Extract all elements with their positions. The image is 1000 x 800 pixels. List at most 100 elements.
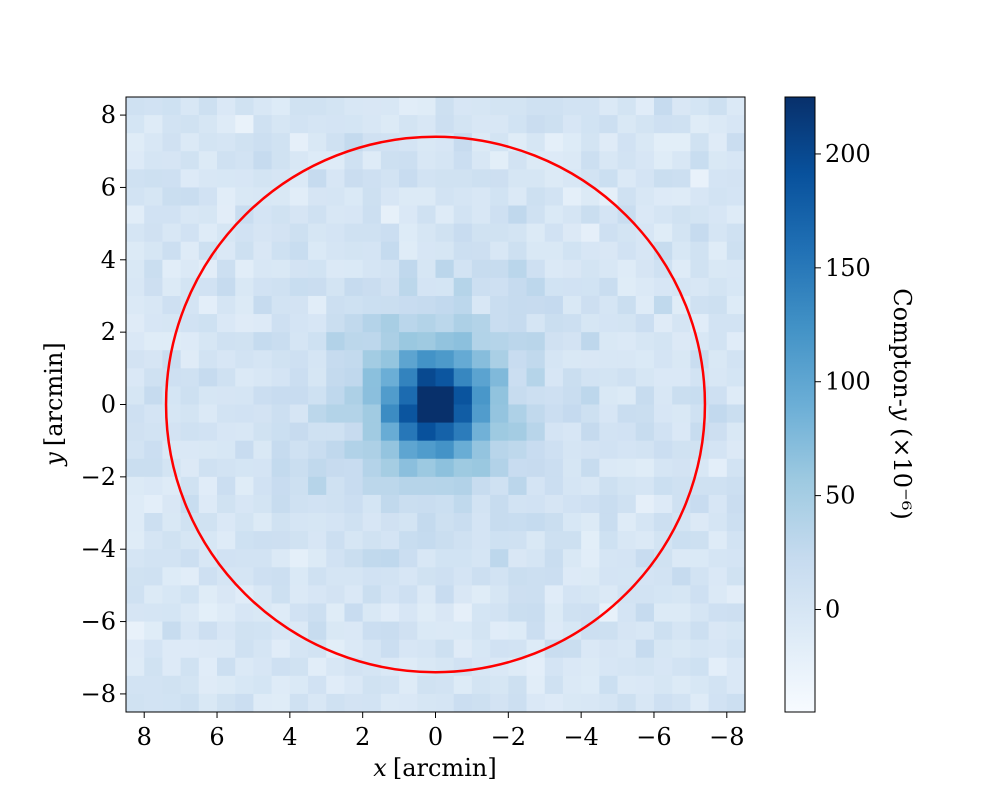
heatmap-cell: [289, 295, 309, 315]
heatmap-cell: [417, 513, 437, 532]
heatmap-cell: [690, 531, 710, 550]
heatmap-cell: [471, 277, 491, 297]
heatmap-cell: [508, 205, 528, 225]
heatmap-cell: [672, 585, 691, 605]
heatmap-cell: [617, 693, 637, 712]
heatmap-cell: [617, 187, 637, 207]
heatmap-cell: [380, 332, 400, 351]
heatmap-cell: [526, 603, 546, 623]
heatmap-cell: [217, 531, 236, 550]
heatmap-cell: [635, 133, 655, 152]
heatmap-cell: [144, 639, 164, 659]
heatmap-cell: [544, 187, 564, 207]
heatmap-cell: [253, 549, 273, 568]
heatmap-cell: [399, 169, 418, 189]
heatmap-cell: [308, 621, 327, 641]
heatmap-cell: [217, 133, 236, 152]
heatmap-cell: [289, 531, 309, 550]
heatmap-cell: [144, 332, 164, 351]
heatmap-cell: [635, 205, 655, 225]
heatmap-cell: [308, 97, 327, 116]
heatmap-cell: [289, 314, 309, 333]
heatmap-cell: [526, 205, 546, 225]
heatmap-cell: [562, 205, 582, 225]
heatmap-cell: [435, 350, 455, 369]
heatmap-cell: [653, 151, 673, 170]
heatmap-cell: [708, 259, 728, 279]
heatmap-cell: [198, 513, 218, 532]
heatmap-cell: [635, 350, 655, 369]
heatmap-cell: [708, 205, 728, 225]
heatmap-cell: [308, 115, 327, 134]
heatmap-cell: [198, 440, 218, 460]
heatmap-cell: [617, 494, 637, 514]
heatmap-cell: [471, 675, 491, 695]
heatmap-cell: [708, 241, 728, 261]
heatmap-cell: [653, 513, 673, 532]
heatmap-cell: [635, 97, 655, 116]
heatmap-cell: [417, 368, 437, 388]
heatmap-cell: [308, 693, 327, 712]
heatmap-cell: [326, 386, 346, 406]
heatmap-cell: [126, 259, 145, 279]
heatmap-cell: [599, 205, 619, 225]
heatmap-cell: [653, 494, 673, 514]
heatmap-cell: [344, 603, 364, 623]
heatmap-cell: [362, 223, 382, 243]
heatmap-cell: [471, 404, 491, 424]
heatmap-cell: [126, 169, 145, 189]
heatmap-cell: [453, 603, 473, 623]
heatmap-cell: [726, 368, 745, 388]
heatmap-cell: [453, 440, 473, 460]
heatmap-cell: [490, 169, 509, 189]
heatmap-cell: [635, 314, 655, 333]
heatmap-cell: [617, 277, 637, 297]
heatmap-cell: [617, 133, 637, 152]
colorbar-tick-label: 150: [825, 254, 871, 282]
heatmap-cell: [308, 205, 327, 225]
heatmap-cell: [599, 513, 619, 532]
heatmap-cell: [562, 241, 582, 261]
heatmap-cell: [562, 314, 582, 333]
heatmap-cell: [672, 314, 691, 333]
heatmap-cell: [726, 223, 745, 243]
heatmap-cell: [144, 513, 164, 532]
y-tick-label: 4: [101, 246, 116, 274]
heatmap-cell: [308, 404, 327, 424]
heatmap-cell: [435, 422, 455, 442]
heatmap-cell: [198, 675, 218, 695]
heatmap-cell: [126, 115, 145, 134]
heatmap-cell: [308, 567, 327, 586]
heatmap-cell: [526, 151, 546, 170]
heatmap-cell: [417, 531, 437, 550]
heatmap-cell: [617, 476, 637, 496]
heatmap-cell: [271, 476, 291, 496]
heatmap-cell: [126, 133, 145, 152]
heatmap-cell: [726, 603, 745, 623]
heatmap-cell: [253, 115, 273, 134]
heatmap-cell: [271, 422, 291, 442]
heatmap-cell: [289, 332, 309, 351]
heatmap-cell: [490, 386, 509, 406]
heatmap-cell: [617, 259, 637, 279]
heatmap-cell: [126, 295, 145, 315]
heatmap-cell: [672, 422, 691, 442]
heatmap-cell: [490, 639, 509, 659]
heatmap-cell: [471, 259, 491, 279]
heatmap-cell: [726, 440, 745, 460]
heatmap-cell: [562, 169, 582, 189]
heatmap-cell: [672, 368, 691, 388]
heatmap-cell: [453, 639, 473, 659]
heatmap-cell: [726, 585, 745, 605]
heatmap-cell: [198, 422, 218, 442]
heatmap-cell: [453, 223, 473, 243]
heatmap-cell: [526, 314, 546, 333]
heatmap-cell: [235, 115, 255, 134]
heatmap-cell: [599, 531, 619, 550]
heatmap-cell: [399, 151, 418, 170]
heatmap-cell: [235, 241, 255, 261]
heatmap-cell: [544, 657, 564, 677]
heatmap-cell: [708, 422, 728, 442]
heatmap-cell: [380, 314, 400, 333]
